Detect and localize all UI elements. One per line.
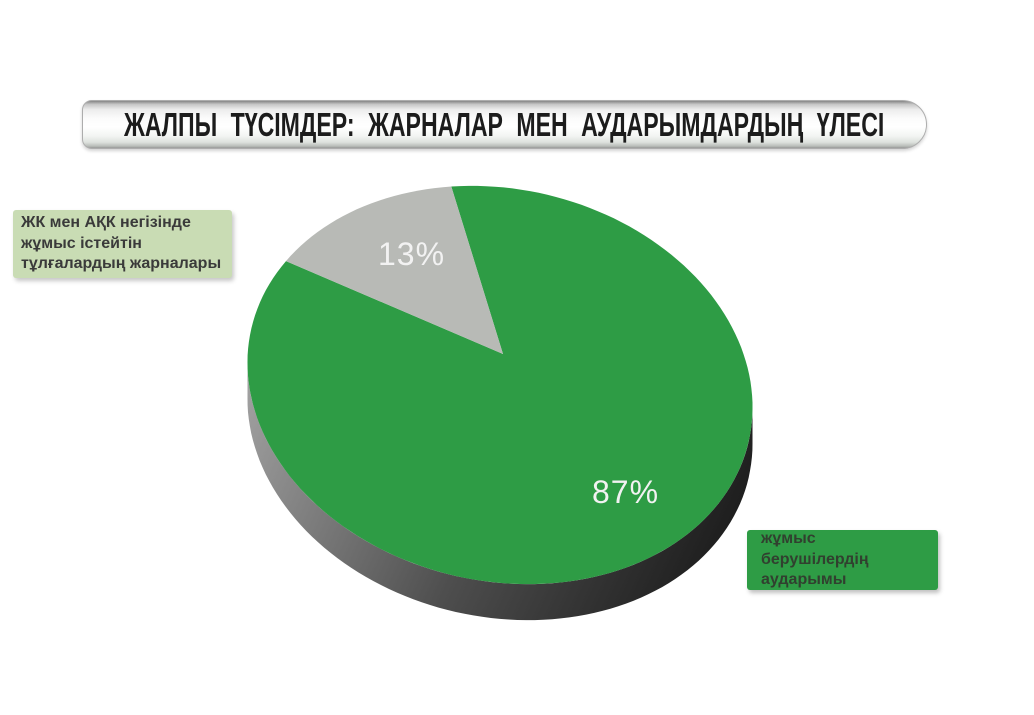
pie-slice-13pct [286, 186, 503, 354]
data-label-minority: 13% [378, 236, 446, 272]
legend-line: ЖК мен АҚК негізінде [21, 214, 191, 232]
legend-individual-contributions-box: ЖК мен АҚК негізінде жұмыс істейтін тұлғ… [13, 210, 232, 278]
chart-title: ЖАЛПЫ ТҮСІМДЕР: ЖАРНАЛАР МЕН АУДАРЫМДАРД… [124, 105, 885, 143]
legend-employer-transfers-box: жұмыс берушілердің аударымы [747, 530, 938, 590]
data-label-majority: 87% [592, 474, 660, 510]
legend-line: жұмыс берушілердің [761, 530, 869, 568]
legend-line: аударымы [761, 571, 847, 589]
title-bar: ЖАЛПЫ ТҮСІМДЕР: ЖАРНАЛАР МЕН АУДАРЫМДАРД… [82, 100, 927, 149]
pie-slice-87pct [247, 185, 753, 585]
legend-line: тұлғалардың жарналары [21, 255, 222, 273]
pie-side-wall [247, 362, 753, 621]
legend-line: жұмыс істейтін [21, 234, 142, 252]
